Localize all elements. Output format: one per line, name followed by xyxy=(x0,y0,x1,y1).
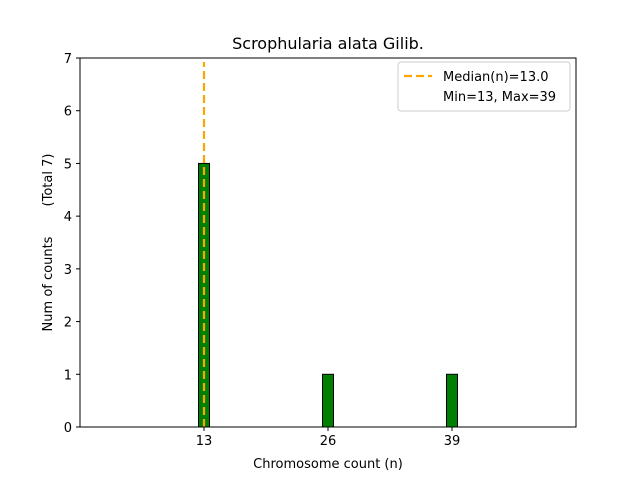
plot-frame xyxy=(79,57,577,428)
legend-box xyxy=(397,61,571,112)
legend: Median(n)=13.0 Min=13, Max=39 xyxy=(397,61,571,112)
y-tick-label-6: 6 xyxy=(64,105,72,120)
y-tick-label-1: 1 xyxy=(64,368,72,383)
x-ticks-group: 13 26 39 xyxy=(196,427,461,449)
y-tick-label-3: 3 xyxy=(64,263,72,278)
x-axis-label: Chromosome count (n) xyxy=(253,457,403,472)
chart-title: Scrophularia alata Gilib. xyxy=(232,34,424,53)
y-ticks-group: 0 1 2 3 4 5 6 7 xyxy=(64,52,80,436)
x-tick-label-13: 13 xyxy=(196,434,213,449)
bar-26 xyxy=(322,373,334,428)
y-tick-label-2: 2 xyxy=(64,316,72,331)
y-axis-total-label: (Total 7) xyxy=(41,154,56,207)
legend-entry-median: Median(n)=13.0 xyxy=(443,70,549,85)
y-axis-label: Num of counts xyxy=(41,236,56,331)
y-tick-label-4: 4 xyxy=(64,210,72,225)
y-tick-label-5: 5 xyxy=(64,157,72,172)
x-tick-label-26: 26 xyxy=(320,434,337,449)
y-tick-label-0: 0 xyxy=(64,421,72,436)
x-tick-label-39: 39 xyxy=(444,434,461,449)
bars-group xyxy=(198,162,458,428)
bar-39 xyxy=(446,373,458,428)
legend-entry-min-max: Min=13, Max=39 xyxy=(443,90,556,105)
y-tick-label-7: 7 xyxy=(64,52,72,67)
